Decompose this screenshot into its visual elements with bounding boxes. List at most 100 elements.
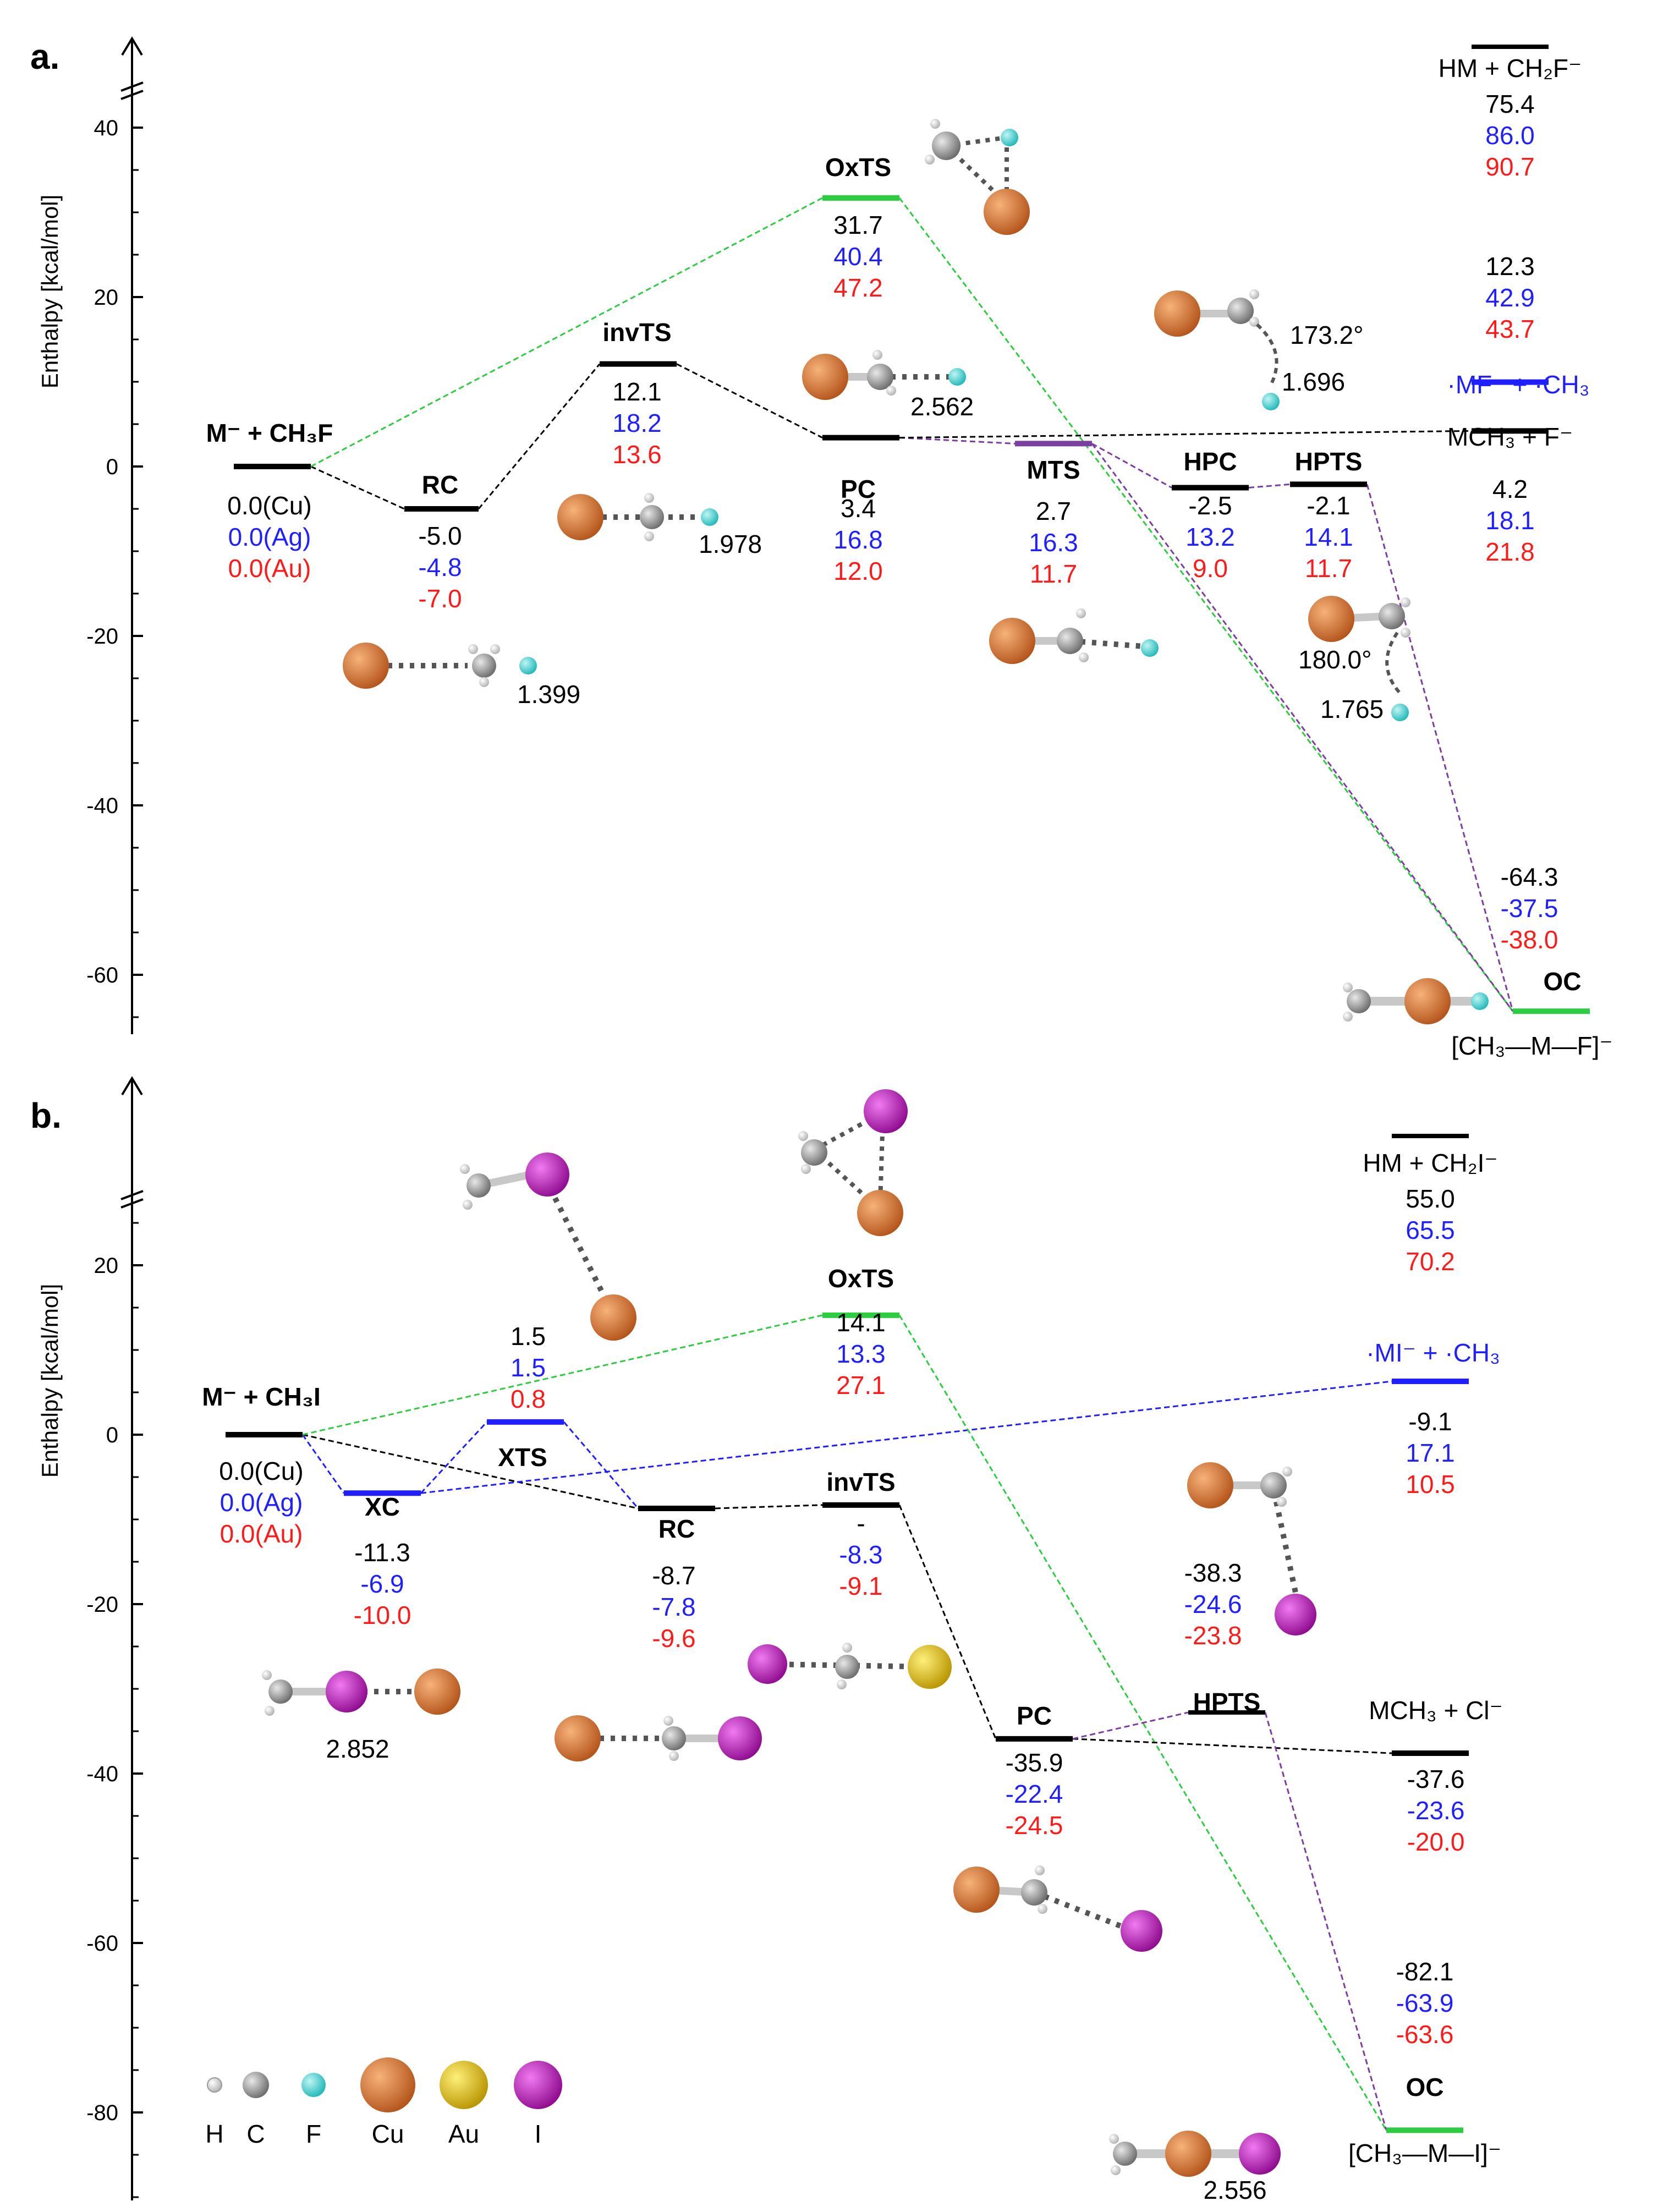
b-label-oc: OC xyxy=(1406,2073,1444,2101)
carbon-atom-icon xyxy=(268,1679,293,1704)
a-tick-label: -20 xyxy=(86,624,118,649)
a-link-mts-oc xyxy=(1091,443,1514,1012)
a-val-mch3-ag: 18.1 xyxy=(1485,506,1535,535)
panel-b-axis-break xyxy=(120,1190,144,1209)
b-link-xc-mi xyxy=(420,1380,1392,1494)
a-tick-label: 40 xyxy=(94,116,119,140)
legend-h-icon xyxy=(207,2077,222,2093)
legend-h-label: H xyxy=(205,2120,223,2148)
b-tick-label: -20 xyxy=(86,1593,118,1617)
b-molecule-xts xyxy=(460,1152,636,1341)
b-values-pc: -35.9 -22.4 -24.5 xyxy=(1006,1748,1063,1840)
b-val-invts-ag: -8.3 xyxy=(839,1540,882,1569)
b-values-rc: -8.7 -7.8 -9.6 xyxy=(652,1561,695,1653)
a-dist-invts: 1.978 xyxy=(699,530,762,558)
a-val-oc-au: -38.0 xyxy=(1501,925,1558,954)
a-values-oc: -64.3 -37.5 -38.0 xyxy=(1501,863,1558,954)
b-values-xts: 1.5 1.5 0.8 xyxy=(511,1322,546,1413)
panel-a-axis-break xyxy=(120,81,144,100)
b-val-mch3-ag: -23.6 xyxy=(1407,1796,1465,1825)
carbon-atom-icon xyxy=(835,1655,859,1679)
a-val-hm-cu: 75.4 xyxy=(1485,90,1535,118)
a-val-mts-ag: 16.3 xyxy=(1029,528,1078,557)
b-tick-label: 0 xyxy=(106,1423,118,1447)
b-link-xts-rc xyxy=(563,1421,639,1509)
panel-b-y-title: Enthalpy [kcal/mol] xyxy=(37,1284,63,1478)
fluorine-atom-icon xyxy=(1471,992,1489,1010)
a-val-oc-ag: -37.5 xyxy=(1501,894,1558,923)
b-dist-xc: 2.852 xyxy=(326,1735,389,1763)
b-values-oc: -82.1 -63.9 -63.6 xyxy=(1396,1957,1454,2049)
iodine-atom-icon xyxy=(525,1152,569,1196)
carbon-atom-icon xyxy=(662,1726,686,1750)
carbon-atom-icon xyxy=(1113,2142,1137,2166)
a-val-mts-cu: 2.7 xyxy=(1036,497,1071,525)
a-values-rc: -5.0 -4.8 -7.0 xyxy=(418,522,462,613)
a-val-invts-ag: 18.2 xyxy=(612,409,662,437)
a-val-mts-au: 11.7 xyxy=(1030,559,1077,588)
b-link-hpts-oc xyxy=(1264,1712,1387,2131)
b-molecule-invts xyxy=(748,1643,952,1689)
a-val-pc-cu: 3.4 xyxy=(841,494,876,523)
b-dist-oc: 2.556 xyxy=(1203,2176,1266,2204)
b-val-rc-cu: -8.7 xyxy=(652,1561,695,1590)
a-val-mf-au: 43.7 xyxy=(1485,315,1535,343)
panel-b: b. 20 0 -20 -40 -60 -80 Enthalpy [kcal/mol] M… xyxy=(30,1076,1503,2204)
a-link-mts-hpc xyxy=(1091,443,1172,488)
copper-atom-icon xyxy=(1308,596,1354,642)
legend-f-label: F xyxy=(306,2120,321,2148)
b-values-mi: -9.1 17.1 10.5 xyxy=(1406,1407,1455,1499)
legend-f-icon xyxy=(301,2073,326,2097)
b-val-xts-au: 0.8 xyxy=(511,1385,546,1413)
a-dist-hts: 1.696 xyxy=(1282,367,1345,396)
a-angle-hpts: 180.0° xyxy=(1298,645,1372,674)
b-link-start-oxts xyxy=(302,1314,823,1436)
fluorine-atom-icon xyxy=(1141,639,1159,657)
b-link-pc-mch3 xyxy=(1072,1738,1392,1754)
a-oc-formula: [CH₃—M—F]⁻ xyxy=(1451,1031,1612,1060)
b-val-mch3-au: -20.0 xyxy=(1407,1827,1465,1856)
b-val-hpts-au: -23.8 xyxy=(1184,1621,1242,1650)
b-val-hm-ag: 65.5 xyxy=(1406,1216,1455,1244)
a-label-hm: HM + CH₂F⁻ xyxy=(1439,54,1582,83)
a-link-hpts-oc xyxy=(1366,484,1514,1012)
b-val-oxts-ag: 13.3 xyxy=(836,1340,886,1368)
a-val-hpc-cu: -2.5 xyxy=(1188,491,1232,520)
a-link-start-oxts xyxy=(310,197,823,468)
a-values-hpts: -2.1 14.1 11.7 xyxy=(1304,491,1353,583)
copper-atom-icon xyxy=(857,1190,903,1236)
panel-b-axis-arrow xyxy=(121,1076,143,1096)
copper-atom-icon xyxy=(1165,2131,1211,2177)
carbon-atom-icon xyxy=(932,131,961,160)
b-values-xc: -11.3 -6.9 -10.0 xyxy=(354,1538,411,1629)
carbon-atom-icon xyxy=(472,654,496,678)
iodine-atom-icon xyxy=(718,1716,762,1760)
b-val-mi-ag: 17.1 xyxy=(1406,1439,1455,1467)
b-label-hm: HM + CH₂I⁻ xyxy=(1363,1149,1497,1177)
a-val-hpts-ag: 14.1 xyxy=(1304,523,1353,551)
b-val-mi-cu: -9.1 xyxy=(1408,1407,1452,1436)
panel-a-connectors xyxy=(310,197,1514,1012)
a-link-invts-pc xyxy=(676,363,823,438)
b-tick-label: -40 xyxy=(86,1762,118,1786)
copper-atom-icon xyxy=(343,643,389,689)
iodine-atom-icon xyxy=(1275,1594,1316,1635)
a-values-invts: 12.1 18.2 13.6 xyxy=(612,377,662,469)
a-link-start-rc xyxy=(310,465,405,510)
b-val-mch3-cu: -37.6 xyxy=(1407,1765,1465,1793)
a-values-start: 0.0(Cu) 0.0(Ag) 0.0(Au) xyxy=(227,491,311,583)
a-val-invts-cu: 12.1 xyxy=(612,377,662,406)
iodine-atom-icon xyxy=(864,1089,908,1133)
panel-b-connectors xyxy=(301,1314,1392,2131)
copper-atom-icon xyxy=(555,1715,601,1761)
a-val-hm-ag: 86.0 xyxy=(1485,121,1535,150)
panel-a: a. 40 20 0 -20 -40 -60 Enthalpy [kcal/mol] M⁻… xyxy=(30,36,1613,1060)
a-values-mch3: 4.2 18.1 21.8 xyxy=(1485,475,1535,566)
a-val-pc-ag: 16.8 xyxy=(833,525,883,554)
b-val-rc-ag: -7.8 xyxy=(652,1593,695,1621)
b-val-hm-au: 70.2 xyxy=(1406,1247,1455,1276)
a-val-start-cu: 0.0(Cu) xyxy=(227,491,311,520)
fluorine-atom-icon xyxy=(1262,393,1280,410)
b-link-invts-pc xyxy=(898,1505,997,1739)
